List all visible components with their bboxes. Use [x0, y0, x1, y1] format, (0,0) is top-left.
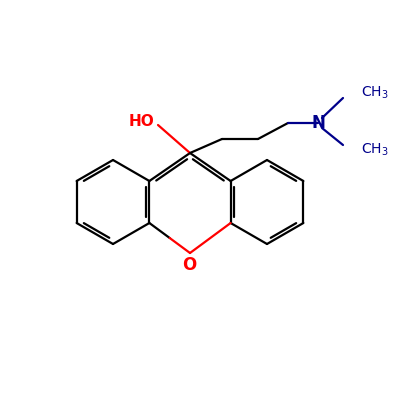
Text: CH$_3$: CH$_3$	[361, 142, 389, 158]
Text: CH$_3$: CH$_3$	[361, 85, 389, 101]
Text: N: N	[311, 114, 325, 132]
Text: O: O	[182, 256, 196, 274]
Text: HO: HO	[129, 114, 155, 128]
